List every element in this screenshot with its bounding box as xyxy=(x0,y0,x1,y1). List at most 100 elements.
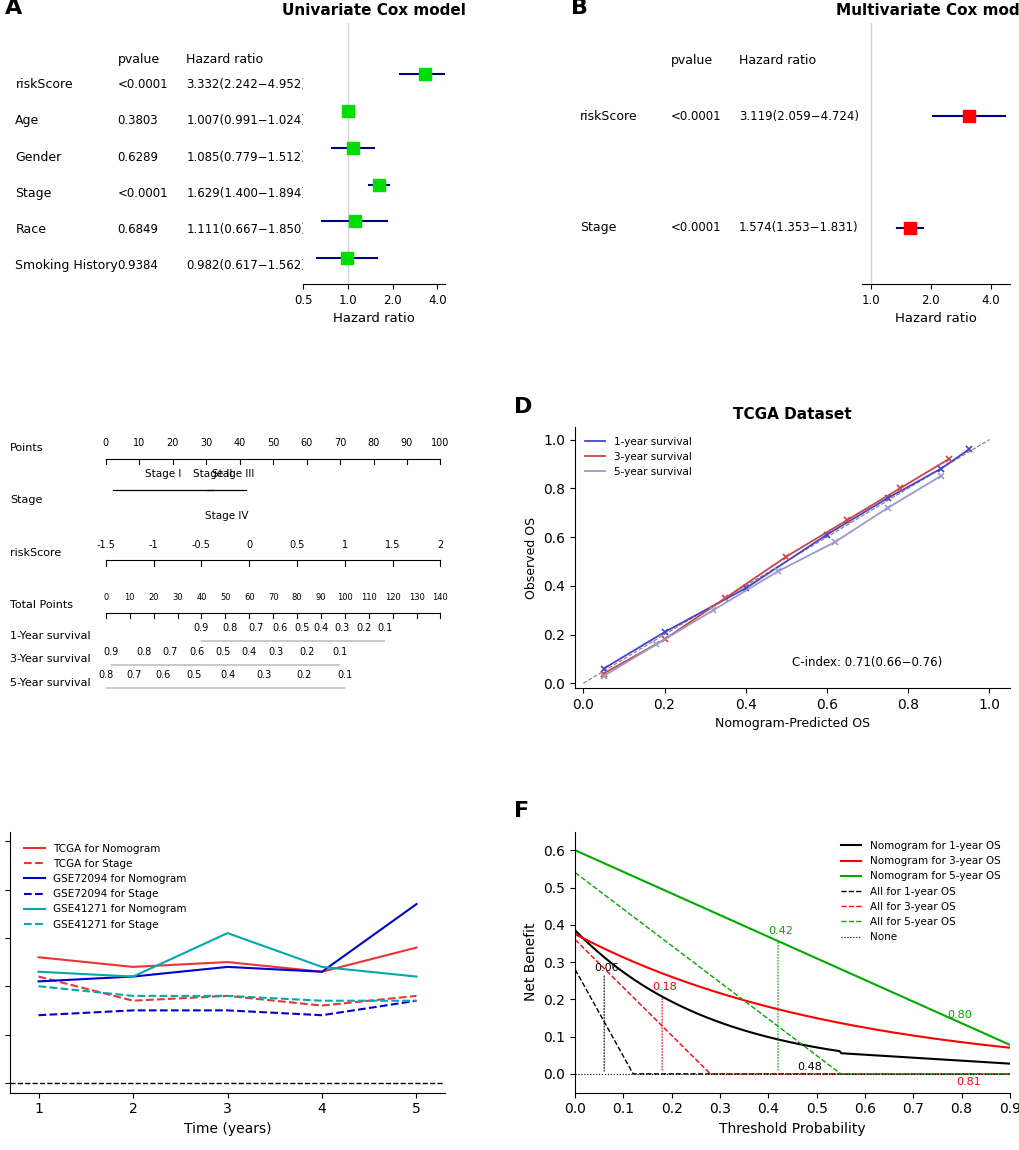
Text: Gender: Gender xyxy=(15,151,61,163)
GSE41271 for Stage xyxy=(316,994,328,1007)
X-axis label: Time (years): Time (years) xyxy=(183,1121,271,1136)
All for 1-year OS xyxy=(836,1067,848,1081)
Line: All for 1-year OS: All for 1-year OS xyxy=(575,969,1009,1074)
All for 5-year OS xyxy=(935,1067,948,1081)
Text: Smoking History: Smoking History xyxy=(15,259,118,273)
Text: 0.9: 0.9 xyxy=(194,623,209,634)
Line: GSE72094 for Stage: GSE72094 for Stage xyxy=(39,1000,416,1015)
Text: 110: 110 xyxy=(361,593,376,603)
Text: pvalue: pvalue xyxy=(117,53,159,66)
Text: 0.8: 0.8 xyxy=(222,623,237,634)
TCGA for Nomogram xyxy=(410,941,422,954)
X-axis label: Nomogram-Predicted OS: Nomogram-Predicted OS xyxy=(714,718,869,730)
Text: 0.6: 0.6 xyxy=(189,646,204,657)
5-year survival xyxy=(597,669,609,683)
Nomogram for 1-year OS xyxy=(835,1046,847,1060)
Text: 1.629(1.400−1.894): 1.629(1.400−1.894) xyxy=(186,186,306,200)
Text: 0.80: 0.80 xyxy=(946,1010,971,1020)
GSE72094 for Nomogram xyxy=(221,960,233,974)
GSE72094 for Stage xyxy=(410,994,422,1007)
Text: 3-Year survival: 3-Year survival xyxy=(10,654,91,665)
Text: Stage II: Stage II xyxy=(193,469,232,480)
Text: 40: 40 xyxy=(233,438,246,449)
Text: 0.3: 0.3 xyxy=(268,646,283,657)
Text: B: B xyxy=(570,0,587,17)
Line: All for 5-year OS: All for 5-year OS xyxy=(575,873,1009,1074)
All for 5-year OS xyxy=(964,1067,976,1081)
Text: Stage III: Stage III xyxy=(212,469,254,480)
Text: 140: 140 xyxy=(432,593,448,603)
5-year survival xyxy=(881,501,894,515)
Text: 0.2: 0.2 xyxy=(297,670,312,681)
Line: GSE41271 for Nomogram: GSE41271 for Nomogram xyxy=(39,933,416,976)
All for 3-year OS xyxy=(1003,1067,1015,1081)
Text: 0.6: 0.6 xyxy=(156,670,170,681)
Text: 20: 20 xyxy=(166,438,178,449)
Text: 0: 0 xyxy=(246,539,252,550)
Text: Stage IV: Stage IV xyxy=(205,511,248,521)
5-year survival xyxy=(771,565,784,578)
GSE41271 for Stage xyxy=(126,989,139,1003)
Text: 0.5: 0.5 xyxy=(215,646,230,657)
Text: 0.3803: 0.3803 xyxy=(117,114,158,128)
TCGA for Stage xyxy=(126,994,139,1007)
Title: TCGA Dataset: TCGA Dataset xyxy=(733,407,851,422)
Nomogram for 3-year OS xyxy=(569,927,581,941)
All for 5-year OS xyxy=(836,1067,848,1081)
Nomogram for 1-year OS xyxy=(827,1043,840,1057)
Text: 0: 0 xyxy=(103,593,108,603)
Text: 60: 60 xyxy=(244,593,255,603)
5-year survival xyxy=(650,637,662,651)
X-axis label: Hazard ratio: Hazard ratio xyxy=(894,312,976,325)
Nomogram for 5-year OS xyxy=(835,963,847,976)
Nomogram for 1-year OS xyxy=(962,1055,974,1068)
Text: <0.0001: <0.0001 xyxy=(117,186,168,200)
1-year survival xyxy=(933,462,946,476)
Text: 0.7: 0.7 xyxy=(126,670,142,681)
All for 1-year OS xyxy=(827,1067,840,1081)
Text: 30: 30 xyxy=(200,438,212,449)
Text: 0.9: 0.9 xyxy=(103,646,118,657)
Text: 0.4: 0.4 xyxy=(220,670,235,681)
Text: 40: 40 xyxy=(196,593,207,603)
Text: riskScore: riskScore xyxy=(579,109,637,123)
3-year survival xyxy=(597,667,609,681)
All for 5-year OS xyxy=(570,867,582,881)
Text: Stage: Stage xyxy=(15,186,52,200)
Text: 2: 2 xyxy=(437,539,443,550)
Text: 0.4: 0.4 xyxy=(242,646,257,657)
Text: 90: 90 xyxy=(400,438,413,449)
GSE72094 for Stage xyxy=(33,1009,45,1022)
Text: 80: 80 xyxy=(367,438,379,449)
GSE41271 for Nomogram xyxy=(410,969,422,983)
Text: <0.0001: <0.0001 xyxy=(671,222,720,235)
TCGA for Nomogram xyxy=(221,956,233,969)
Legend: 1-year survival, 3-year survival, 5-year survival: 1-year survival, 3-year survival, 5-year… xyxy=(580,432,695,482)
TCGA for Stage xyxy=(33,969,45,983)
Text: riskScore: riskScore xyxy=(10,547,61,558)
Text: 50: 50 xyxy=(220,593,230,603)
TCGA for Stage xyxy=(316,998,328,1012)
All for 3-year OS xyxy=(964,1067,976,1081)
Nomogram for 3-year OS xyxy=(1003,1041,1015,1055)
Text: 0.6289: 0.6289 xyxy=(117,151,158,163)
Line: 3-year survival: 3-year survival xyxy=(603,459,948,674)
X-axis label: Hazard ratio: Hazard ratio xyxy=(332,312,415,325)
Text: 0.81: 0.81 xyxy=(956,1078,980,1087)
Nomogram for 1-year OS xyxy=(1003,1057,1015,1071)
Text: 1.007(0.991−1.024): 1.007(0.991−1.024) xyxy=(186,114,306,128)
Text: 1.085(0.779−1.512): 1.085(0.779−1.512) xyxy=(186,151,306,163)
3-year survival xyxy=(841,513,853,527)
All for 5-year OS xyxy=(835,1067,847,1081)
Text: riskScore: riskScore xyxy=(15,78,73,91)
Text: 0.982(0.617−1.562): 0.982(0.617−1.562) xyxy=(186,259,306,273)
Text: 0.1: 0.1 xyxy=(332,646,347,657)
Text: 0.8: 0.8 xyxy=(98,670,113,681)
All for 3-year OS xyxy=(569,933,581,946)
Text: 70: 70 xyxy=(333,438,345,449)
Text: -1: -1 xyxy=(149,539,158,550)
5-year survival xyxy=(933,469,946,483)
Text: <0.0001: <0.0001 xyxy=(671,109,720,123)
Line: Nomogram for 5-year OS: Nomogram for 5-year OS xyxy=(575,850,1009,1045)
X-axis label: Threshold Probability: Threshold Probability xyxy=(718,1121,865,1136)
